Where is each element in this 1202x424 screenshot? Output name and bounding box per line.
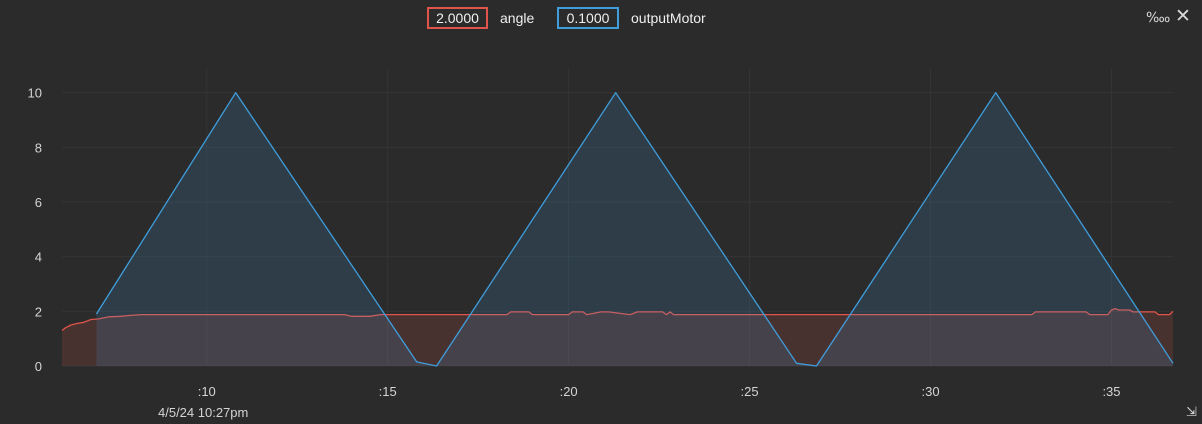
resize-handle-icon[interactable]: ⇲ bbox=[1186, 404, 1197, 419]
series-area-angle bbox=[62, 308, 1173, 366]
y-tick-label: 4 bbox=[35, 250, 42, 265]
series-line-outputMotor bbox=[95, 92, 1174, 367]
y-tick-label: 0 bbox=[35, 359, 42, 374]
per-ten-thousand-icon[interactable]: ‱ bbox=[1146, 9, 1171, 25]
outputmotor-value: 0.1000 bbox=[566, 10, 610, 26]
series-line-angle bbox=[61, 307, 1174, 332]
x-tick-label: :35 bbox=[1102, 384, 1120, 399]
angle-value-box[interactable]: 2.0000 bbox=[427, 7, 488, 29]
y-tick-label: 2 bbox=[35, 304, 42, 319]
x-tick-label: :10 bbox=[198, 384, 216, 399]
angle-value: 2.0000 bbox=[436, 10, 479, 26]
x-tick-label: :25 bbox=[741, 384, 759, 399]
date-label: 4/5/24 10:27pm bbox=[158, 405, 249, 420]
series-area-outputMotor bbox=[96, 92, 1173, 366]
x-tick-label: :15 bbox=[379, 384, 397, 399]
y-tick-label: 6 bbox=[35, 195, 42, 210]
outputmotor-value-box[interactable]: 0.1000 bbox=[557, 7, 619, 29]
y-tick-label: 8 bbox=[35, 140, 42, 155]
legend: 2.0000 angle 0.1000 outputMotor bbox=[0, 7, 1202, 33]
y-tick-label: 10 bbox=[28, 86, 42, 101]
close-icon[interactable]: ✕ bbox=[1175, 6, 1191, 27]
angle-legend-label: angle bbox=[500, 10, 535, 26]
x-tick-label: :30 bbox=[921, 384, 939, 399]
outputmotor-legend-label: outputMotor bbox=[631, 10, 706, 26]
x-tick-label: :20 bbox=[560, 384, 578, 399]
